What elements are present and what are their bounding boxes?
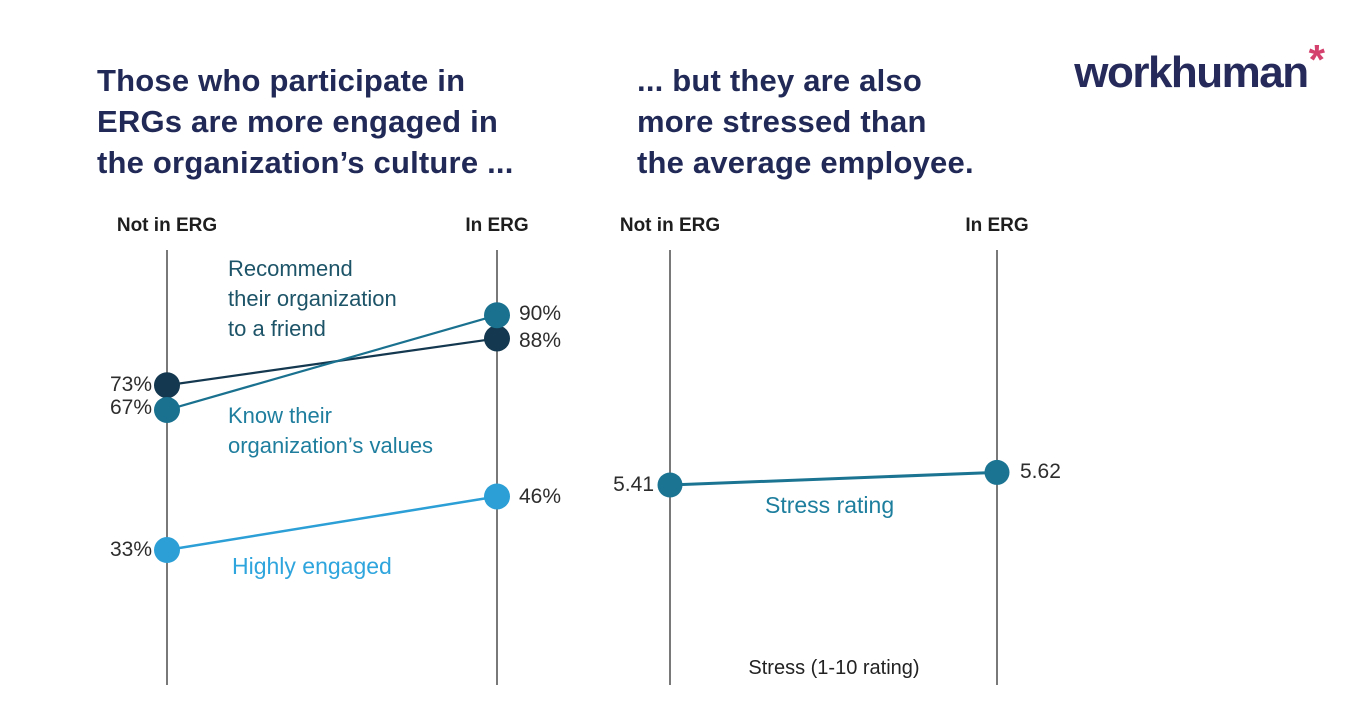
- logo-wordmark: workhuman: [1074, 48, 1309, 97]
- right-title-line-3: the average employee.: [637, 145, 974, 180]
- left-slope-chart: [154, 250, 510, 685]
- value-label-33pct: 33%: [109, 538, 152, 561]
- series-label-recommend-line-3: to a friend: [228, 316, 326, 341]
- data-point: [484, 483, 510, 510]
- data-point: [484, 325, 510, 352]
- series-label-know-values-line-1: Know their: [228, 403, 332, 428]
- right-chart-column-in-erg: In ERG: [965, 215, 1029, 236]
- data-point: [154, 537, 180, 564]
- series-label-know-values: Know their organization’s values: [228, 401, 433, 461]
- workhuman-logo: workhuman*: [1074, 36, 1325, 98]
- value-label-5-62: 5.62: [1020, 460, 1061, 483]
- data-point: [484, 302, 510, 329]
- series-label-highly-engaged: Highly engaged: [232, 553, 392, 579]
- slope-line: [166, 314, 498, 412]
- slope-line: [166, 495, 498, 552]
- value-label-73pct: 73%: [109, 373, 152, 396]
- value-label-88pct: 88%: [519, 329, 562, 352]
- value-label-46pct: 46%: [519, 485, 562, 508]
- left-title-line-3: the organization’s culture ...: [97, 145, 514, 180]
- data-point: [657, 472, 683, 498]
- series-label-stress-rating: Stress rating: [765, 492, 895, 518]
- right-slope-chart: [657, 250, 1010, 685]
- left-title-line-2: ERGs are more engaged in: [97, 104, 499, 139]
- series-label-recommend-line-1: Recommend: [228, 256, 353, 281]
- value-label-67pct: 67%: [109, 396, 152, 419]
- left-chart-column-in-erg: In ERG: [465, 215, 529, 236]
- right-chart-column-not-in-erg: Not in ERG: [619, 215, 721, 236]
- value-label-90pct: 90%: [519, 302, 562, 325]
- left-chart-column-not-in-erg: Not in ERG: [116, 215, 218, 236]
- left-title-line-1: Those who participate in: [97, 63, 466, 98]
- series-label-recommend-line-2: their organization: [228, 286, 397, 311]
- right-chart-title: ... but they are also more stressed than…: [637, 60, 1057, 183]
- data-point: [984, 459, 1010, 485]
- logo-asterisk-icon: *: [1308, 36, 1325, 83]
- data-point: [154, 372, 180, 399]
- series-label-recommend: Recommend their organization to a friend: [228, 254, 397, 344]
- value-label-5-41: 5.41: [613, 473, 654, 496]
- left-chart-title: Those who participate in ERGs are more e…: [97, 60, 597, 183]
- slope-line: [669, 470, 998, 487]
- stress-scale-footnote: Stress (1-10 rating): [748, 657, 920, 679]
- right-title-line-1: ... but they are also: [637, 63, 923, 98]
- data-point: [154, 396, 180, 423]
- right-title-line-2: more stressed than: [637, 104, 927, 139]
- series-label-know-values-line-2: organization’s values: [228, 433, 434, 458]
